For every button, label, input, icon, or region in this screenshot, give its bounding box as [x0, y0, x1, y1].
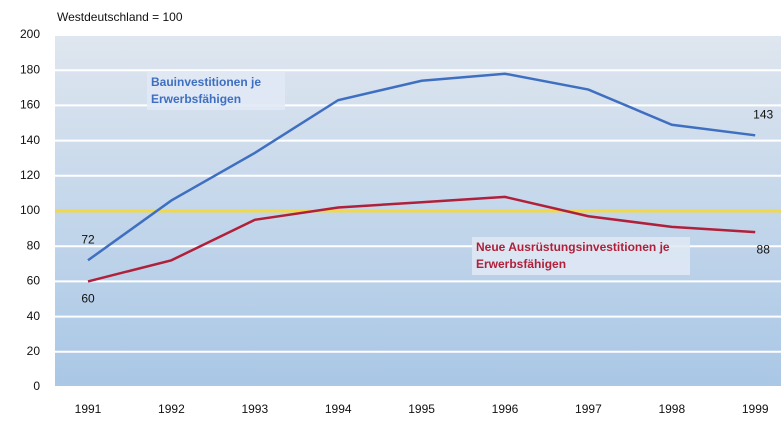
x-tick-label: 1994 [325, 402, 352, 416]
x-tick-label: 1998 [658, 402, 685, 416]
y-tick-label: 80 [27, 238, 41, 252]
data-label: 88 [757, 242, 771, 256]
y-tick-label: 40 [27, 309, 41, 323]
series-line [87, 195, 756, 283]
y-tick-label: 60 [27, 274, 41, 288]
x-tick-label: 1992 [158, 402, 185, 416]
series-line [87, 72, 756, 262]
data-label: 72 [81, 232, 95, 246]
x-tick-label: 1995 [408, 402, 435, 416]
y-tick-label: 0 [33, 379, 40, 393]
x-tick-label: 1996 [492, 402, 519, 416]
y-tick-label: 100 [20, 203, 40, 217]
series-label: Bauinvestitionen je Erwerbsfähigen [147, 72, 285, 110]
data-label: 60 [81, 292, 95, 306]
chart-subtitle: Westdeutschland = 100 [57, 10, 183, 24]
x-tick-label: 1993 [241, 402, 268, 416]
y-tick-label: 20 [27, 344, 41, 358]
y-tick-label: 180 [20, 62, 40, 76]
y-tick-label: 200 [20, 27, 40, 41]
y-tick-label: 120 [20, 168, 40, 182]
x-tick-label: 1991 [75, 402, 102, 416]
y-tick-label: 140 [20, 133, 40, 147]
y-tick-label: 160 [20, 98, 40, 112]
series-label: Neue Ausrüstungsinvestitionen je Erwerbs… [472, 237, 690, 275]
x-tick-label: 1999 [742, 402, 769, 416]
x-tick-label: 1997 [575, 402, 602, 416]
data-label: 143 [753, 107, 773, 121]
